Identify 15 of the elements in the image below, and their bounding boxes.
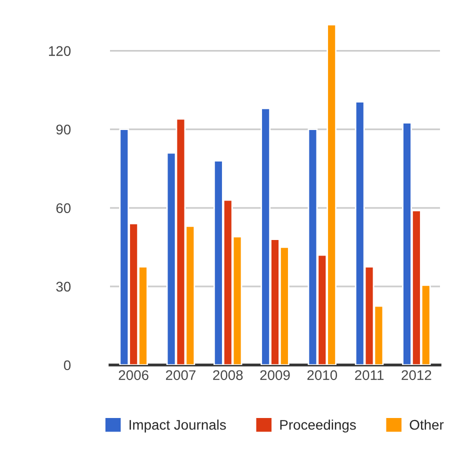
x-tick-label: 2010 bbox=[307, 370, 338, 380]
x-tick-label: 2009 bbox=[260, 370, 290, 380]
x-tick-label: 2011 bbox=[355, 370, 384, 380]
legend-label: Proceedings bbox=[280, 420, 356, 433]
y-tick-label: 0 bbox=[64, 360, 71, 370]
y-tick-label: 120 bbox=[49, 46, 71, 56]
legend-label: Other bbox=[410, 420, 444, 430]
x-tick-label: 2006 bbox=[118, 370, 148, 380]
y-tick-label: 90 bbox=[56, 124, 71, 135]
x-tick-label: 2007 bbox=[166, 370, 196, 380]
legend-label: Impact Journals bbox=[130, 420, 226, 433]
x-tick-label: 2012 bbox=[402, 370, 432, 380]
x-tick-label: 2008 bbox=[213, 370, 243, 380]
y-tick-label: 60 bbox=[56, 203, 71, 214]
y-tick-label: 30 bbox=[56, 282, 71, 292]
